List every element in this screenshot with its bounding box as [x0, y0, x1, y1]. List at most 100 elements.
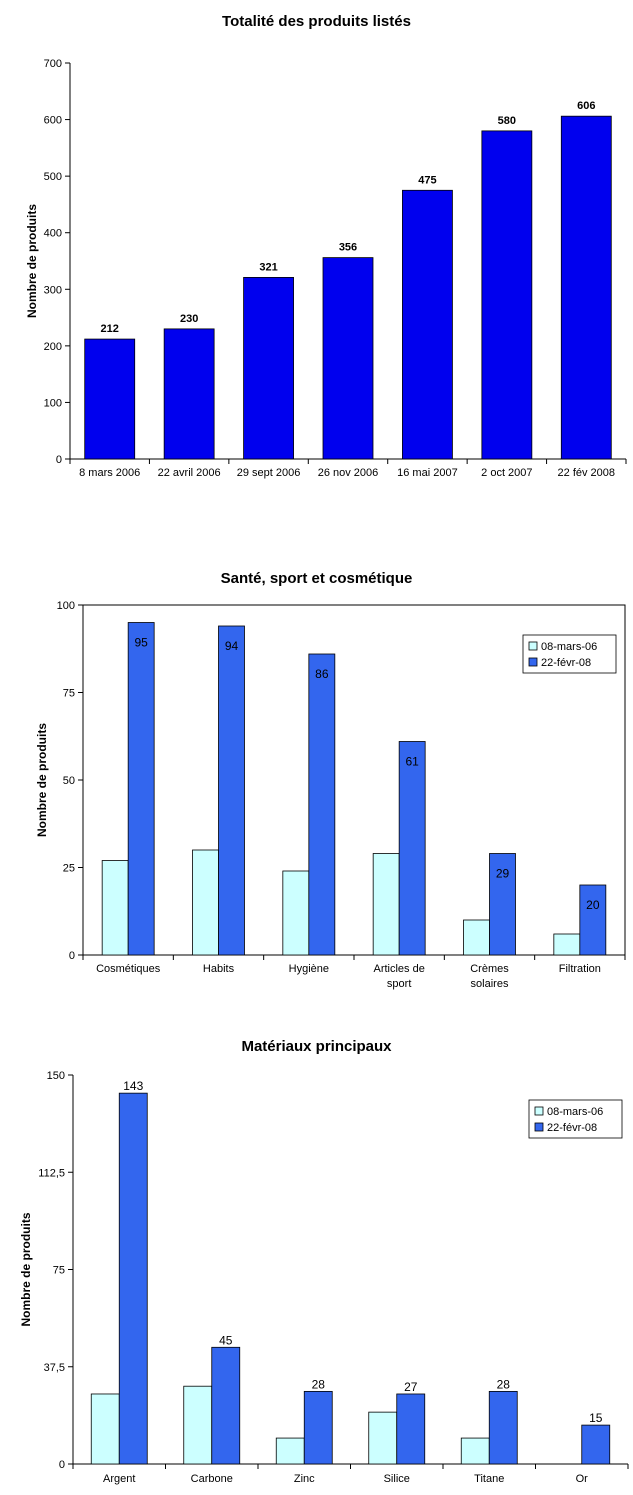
bar-series-1	[553, 933, 581, 956]
x-category-label: Habits	[203, 963, 235, 975]
data-label: 580	[498, 115, 516, 127]
x-category-label: Articles de sport	[373, 963, 424, 990]
bar	[322, 257, 374, 460]
x-category-label: Or	[576, 1473, 589, 1485]
data-label: 27	[404, 1380, 418, 1394]
bar-series-2	[308, 653, 336, 956]
y-tick-label: 75	[53, 1265, 65, 1277]
y-tick-label: 0	[56, 454, 62, 466]
bar	[402, 189, 453, 460]
y-axis-title: Nombre de produits	[25, 204, 39, 318]
data-label: 143	[123, 1079, 143, 1093]
bar-series-2	[303, 1390, 333, 1465]
bar-series-2	[579, 884, 607, 956]
bar	[560, 115, 612, 460]
legend-box	[528, 1099, 623, 1139]
bar	[243, 277, 294, 460]
bar-series-1	[192, 849, 219, 956]
y-tick-label: 400	[44, 228, 62, 240]
legend-label: 08-mars-06	[541, 641, 597, 653]
x-category-label: 29 sept 2006	[237, 467, 301, 479]
x-category-label: Argent	[103, 1473, 135, 1485]
y-tick-label: 200	[44, 341, 62, 353]
bar-series-1	[460, 1437, 490, 1465]
y-tick-label: 150	[47, 1070, 65, 1082]
chart-health-sport-cosmetics: Santé, sport et cosmétique Nombre de prod…	[35, 570, 626, 990]
x-category-label: Carbone	[191, 1473, 233, 1485]
bar-series-2	[218, 625, 245, 956]
y-tick-label: 100	[57, 600, 75, 612]
chart-main-materials: Matériaux principaux Nombre de produits 0 3…	[19, 1038, 629, 1485]
x-category-label: 16 mai 2007	[397, 467, 458, 479]
legend-swatch	[534, 1122, 544, 1132]
bar	[481, 130, 533, 460]
y-axis-title: Nombre de produits	[19, 1212, 33, 1326]
data-label: 61	[405, 755, 419, 769]
data-label: 95	[134, 636, 148, 650]
data-label: 29	[496, 867, 510, 881]
bar-series-1	[90, 1393, 120, 1465]
data-label: 94	[225, 639, 239, 653]
y-tick-label: 25	[63, 863, 75, 875]
bar-series-1	[275, 1437, 305, 1465]
data-label: 86	[315, 667, 329, 681]
bar-series-2	[118, 1092, 148, 1465]
data-label: 475	[418, 174, 436, 186]
bar	[163, 328, 215, 460]
x-category-label: 8 mars 2006	[79, 467, 140, 479]
data-label: 606	[577, 100, 595, 112]
bar-series-2	[211, 1346, 241, 1465]
legend-swatch	[528, 641, 538, 651]
legend-swatch	[534, 1106, 544, 1116]
bar-series-2	[488, 1390, 518, 1465]
bar-series-1	[101, 860, 129, 956]
bar-series-2	[127, 622, 155, 956]
y-tick-label: 500	[44, 171, 62, 183]
y-tick-label: 37,5	[44, 1362, 65, 1374]
x-category-label: 26 nov 2006	[318, 467, 379, 479]
x-category-label: 2 oct 2007	[481, 467, 532, 479]
x-category-label: Silice	[384, 1473, 410, 1485]
bar-series-1	[372, 853, 400, 956]
y-tick-label: 0	[59, 1459, 65, 1471]
y-tick-label: 300	[44, 284, 62, 296]
legend-label: 22-févr-08	[541, 657, 591, 669]
y-tick-label: 50	[63, 775, 75, 787]
bar-series-2	[396, 1393, 426, 1465]
x-category-label: Hygiène	[289, 963, 329, 975]
bar-series-1	[282, 870, 310, 956]
y-tick-label: 75	[63, 688, 75, 700]
y-tick-label: 600	[44, 115, 62, 127]
bar-series-1	[463, 919, 490, 956]
x-category-label: Crèmes solaires	[470, 963, 509, 990]
data-label: 321	[259, 261, 277, 273]
x-category-label: 22 avril 2006	[158, 467, 221, 479]
data-label: 15	[589, 1411, 603, 1425]
data-label: 212	[101, 323, 119, 335]
chart-total-products: Totalité des produits listés Nombre de pr…	[25, 13, 627, 479]
y-tick-label: 100	[44, 397, 62, 409]
bar	[84, 338, 136, 460]
data-label: 356	[339, 242, 357, 254]
data-label: 20	[586, 898, 600, 912]
y-tick-label: 112,5	[38, 1167, 65, 1179]
x-category-label: Filtration	[559, 963, 601, 975]
y-tick-label: 0	[69, 950, 75, 962]
legend-box	[522, 634, 617, 674]
bar-series-2	[581, 1424, 611, 1465]
data-label: 28	[312, 1377, 326, 1391]
x-category-label: Cosmétiques	[96, 963, 161, 975]
x-category-label: Zinc	[294, 1473, 315, 1485]
bar-series-1	[368, 1411, 398, 1465]
bar-series-1	[183, 1385, 213, 1465]
chart-title: Matériaux principaux	[241, 1038, 392, 1055]
legend-label: 22-févr-08	[547, 1122, 597, 1134]
bar-series-2	[398, 741, 426, 956]
legend-label: 08-mars-06	[547, 1106, 603, 1118]
bar-series-2	[489, 853, 516, 956]
x-category-label: 22 fév 2008	[558, 467, 616, 479]
data-label: 45	[219, 1333, 233, 1347]
chart-title: Totalité des produits listés	[222, 13, 411, 30]
data-label: 28	[497, 1377, 511, 1391]
data-label: 230	[180, 313, 198, 325]
